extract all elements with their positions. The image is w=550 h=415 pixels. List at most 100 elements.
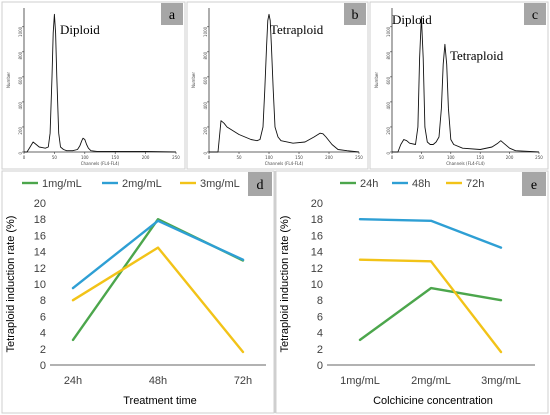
legend-label-0: 24h (360, 178, 378, 190)
x-tick-label: 250 (535, 155, 543, 160)
y-axis-label: Tetraploid induction rate (%) (279, 216, 291, 353)
panel-letter: e (531, 178, 537, 193)
y-tick-label: 6 (40, 311, 46, 323)
histogram-series (24, 13, 177, 153)
y-tick-label: 400 (386, 101, 391, 109)
y-tick-label: 1000 (18, 26, 23, 37)
y-tick-label: 200 (203, 127, 208, 135)
y-tick-label: 0 (203, 152, 208, 155)
panel-letter: b (352, 8, 359, 23)
x-tick-label: 24h (64, 375, 82, 387)
x-tick-label: 150 (476, 155, 484, 160)
y-tick-label: 10 (34, 279, 46, 291)
x-tick-label: 48h (149, 375, 167, 387)
y-tick-label: 2 (317, 344, 323, 356)
y-tick-label: 400 (203, 101, 208, 109)
panel-letter-box (161, 3, 183, 25)
x-tick-label: 0 (391, 155, 394, 160)
x-tick-label: 50 (236, 155, 242, 160)
legend-label-2: 72h (466, 178, 484, 190)
series-line-1 (358, 217, 503, 249)
panel-letter: d (257, 178, 264, 193)
y-tick-label: 4 (40, 328, 46, 340)
x-tick-label: 200 (142, 155, 150, 160)
x-axis-label: Colchicine concentration (373, 395, 493, 407)
legend-label-0: 1mg/mL (42, 178, 82, 190)
legend-label-2: 3mg/mL (200, 178, 240, 190)
y-tick-label: 6 (317, 311, 323, 323)
x-tick-label: 200 (506, 155, 514, 160)
y-axis-label: Number (191, 72, 196, 88)
x-tick-label: 1mg/mL (340, 375, 380, 387)
panel-frame (369, 1, 549, 170)
x-tick-label: 100 (81, 155, 89, 160)
panel-e: 0 2 4 6 8 10 12 14 16 18 20 1mg/mL 2mg/mL 3mg/mL Colch… (275, 170, 549, 414)
series-line-2 (358, 258, 503, 354)
y-tick-label: 16 (311, 230, 323, 242)
x-axis-label: Channels (FL4-FL4) (81, 161, 120, 166)
panel-a: 0 50 100 150 200 250 0 200 400 600 800 1000 Channels… (1, 1, 186, 170)
y-tick-label: 20 (311, 198, 323, 210)
y-tick-label: 10 (311, 279, 323, 291)
y-tick-label: 18 (311, 214, 323, 226)
x-tick-label: 150 (111, 155, 119, 160)
y-tick-label: 12 (311, 263, 323, 275)
y-tick-label: 18 (34, 214, 46, 226)
histogram-series (392, 16, 540, 153)
y-tick-label: 800 (386, 51, 391, 59)
x-tick-label: 100 (265, 155, 273, 160)
panel-letter-box (524, 3, 546, 25)
y-tick-label: 200 (386, 127, 391, 135)
series-line-2 (71, 246, 245, 354)
panel-letter-box (344, 3, 366, 25)
x-tick-label: 3mg/mL (481, 375, 521, 387)
panel-c: 0 50 100 150 200 250 0 200 400 600 800 1000 Channels… (369, 1, 549, 170)
peak-annotation: Tetraploid (450, 48, 504, 63)
y-tick-label: 400 (18, 101, 23, 109)
y-axis-label: Number (374, 72, 379, 88)
peak-annotation: Diploid (392, 12, 432, 27)
y-tick-label: 16 (34, 230, 46, 242)
x-tick-label: 50 (419, 155, 425, 160)
panel-b: 0 50 100 150 200 250 0 200 400 600 800 1000 Channels… (186, 1, 369, 170)
y-tick-label: 200 (18, 127, 23, 135)
y-tick-label: 4 (317, 328, 323, 340)
x-tick-label: 72h (234, 375, 252, 387)
y-tick-label: 2 (40, 344, 46, 356)
x-tick-label: 2mg/mL (411, 375, 451, 387)
panel-frame (275, 170, 549, 414)
y-tick-label: 600 (203, 76, 208, 84)
x-tick-label: 250 (172, 155, 180, 160)
x-tick-label: 250 (355, 155, 363, 160)
histogram-series (209, 13, 360, 153)
panel-letter: a (169, 8, 176, 23)
panel-letter: c (532, 8, 538, 23)
y-tick-label: 14 (34, 247, 46, 259)
y-tick-label: 0 (18, 152, 23, 155)
y-axis-label: Number (6, 72, 11, 88)
series-line-0 (358, 286, 503, 342)
y-tick-label: 0 (386, 152, 391, 155)
peak-annotation: Tetraploid (270, 22, 324, 37)
x-tick-label: 50 (52, 155, 58, 160)
x-axis-label: Treatment time (123, 395, 197, 407)
legend-label-1: 48h (412, 178, 430, 190)
y-tick-label: 12 (34, 263, 46, 275)
x-tick-label: 0 (23, 155, 26, 160)
x-tick-label: 200 (325, 155, 333, 160)
y-tick-label: 1000 (386, 26, 391, 37)
panel-d: 0 2 4 6 8 10 12 14 16 18 20 24h 48h 72h Treatment time… (1, 170, 275, 414)
x-tick-label: 0 (208, 155, 211, 160)
y-tick-label: 14 (311, 247, 323, 259)
y-tick-label: 600 (386, 76, 391, 84)
y-tick-label: 0 (40, 360, 46, 372)
y-tick-label: 1000 (203, 26, 208, 37)
panel-frame (186, 1, 369, 170)
y-tick-label: 20 (34, 198, 46, 210)
y-tick-label: 0 (317, 360, 323, 372)
y-tick-label: 8 (317, 295, 323, 307)
y-tick-label: 800 (18, 51, 23, 59)
x-axis-label: Channels (FL4-FL4) (265, 161, 304, 166)
